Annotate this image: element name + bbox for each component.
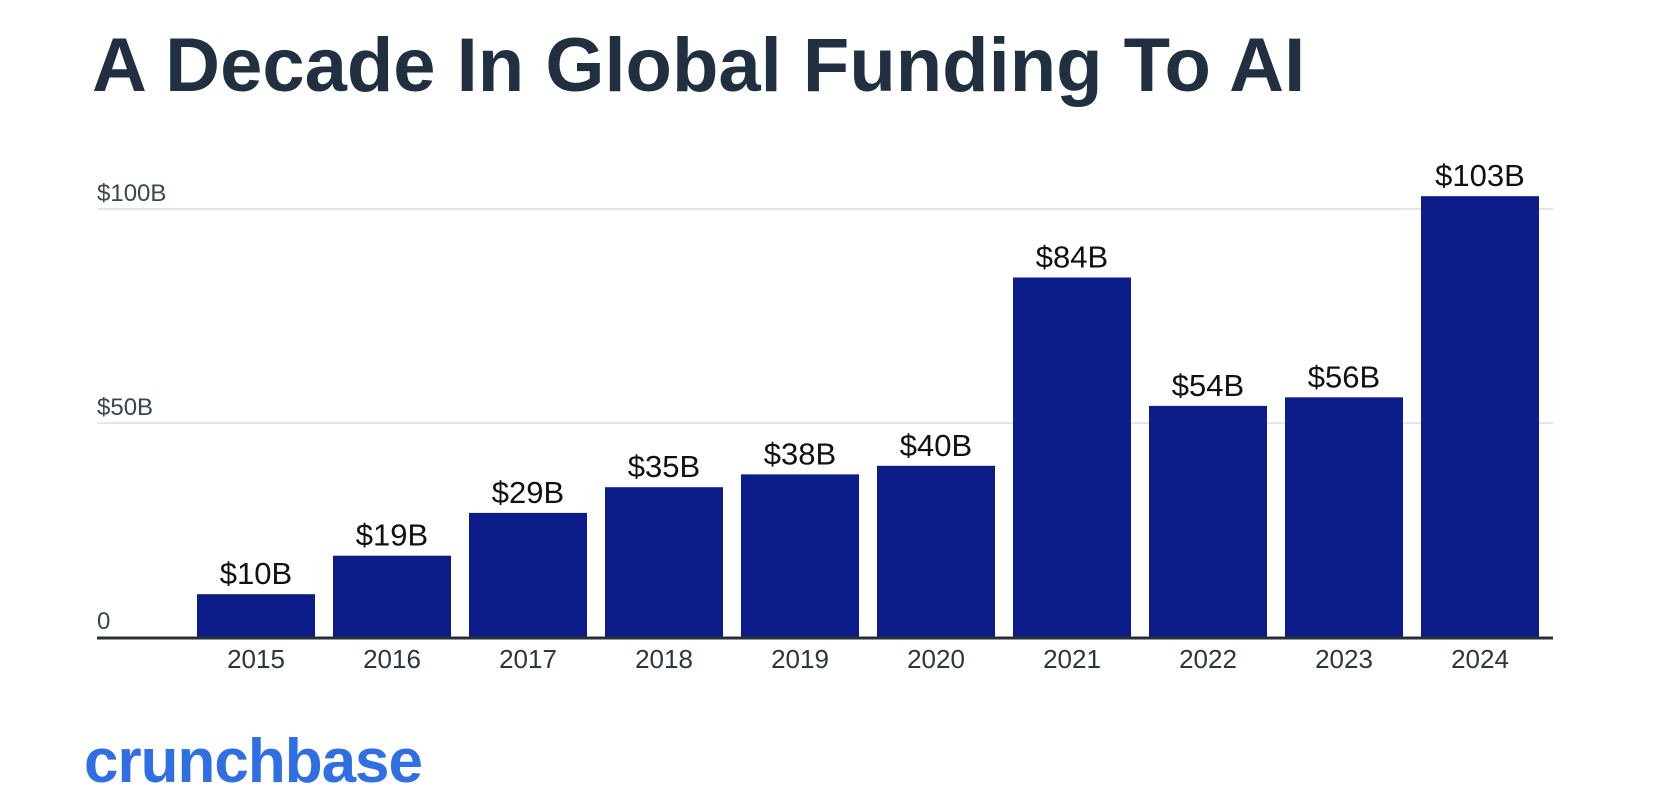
bar-2020 bbox=[877, 465, 995, 637]
bar-2021 bbox=[1013, 277, 1131, 637]
bar-2018 bbox=[605, 487, 723, 637]
data-label: $84B bbox=[1036, 239, 1108, 274]
chart-title: A Decade In Global Funding To AI bbox=[92, 23, 1306, 108]
x-tick-label: 2016 bbox=[363, 644, 421, 674]
x-tick-label: 2019 bbox=[771, 644, 829, 674]
y-tick-label: $100B bbox=[97, 180, 166, 207]
y-tick-label: 0 bbox=[97, 608, 110, 635]
data-label: $38B bbox=[764, 436, 836, 471]
bar-2022 bbox=[1149, 405, 1267, 637]
bar-2017 bbox=[469, 512, 587, 637]
x-tick-label: 2020 bbox=[907, 644, 965, 674]
bar-2024 bbox=[1421, 196, 1539, 637]
data-label: $35B bbox=[628, 449, 700, 484]
x-tick-label: 2021 bbox=[1043, 644, 1101, 674]
y-tick-label: $50B bbox=[97, 394, 153, 421]
bar-2015 bbox=[197, 594, 315, 637]
x-tick-label: 2018 bbox=[635, 644, 693, 674]
bar-2019 bbox=[741, 474, 859, 637]
crunchbase-logo: crunchbase bbox=[84, 727, 423, 796]
bar-2016 bbox=[333, 555, 451, 637]
x-tick-label: 2023 bbox=[1315, 644, 1373, 674]
bar-2023 bbox=[1285, 397, 1403, 637]
data-label: $40B bbox=[900, 428, 972, 463]
data-label: $10B bbox=[220, 556, 292, 591]
data-label: $29B bbox=[492, 475, 564, 510]
data-label: $19B bbox=[356, 518, 428, 553]
data-label: $54B bbox=[1172, 368, 1244, 403]
x-tick-label: 2015 bbox=[227, 644, 285, 674]
data-label: $56B bbox=[1308, 359, 1380, 394]
x-tick-label: 2024 bbox=[1451, 644, 1509, 674]
x-tick-label: 2017 bbox=[499, 644, 557, 674]
x-tick-label: 2022 bbox=[1179, 644, 1237, 674]
data-label: $103B bbox=[1435, 158, 1525, 193]
